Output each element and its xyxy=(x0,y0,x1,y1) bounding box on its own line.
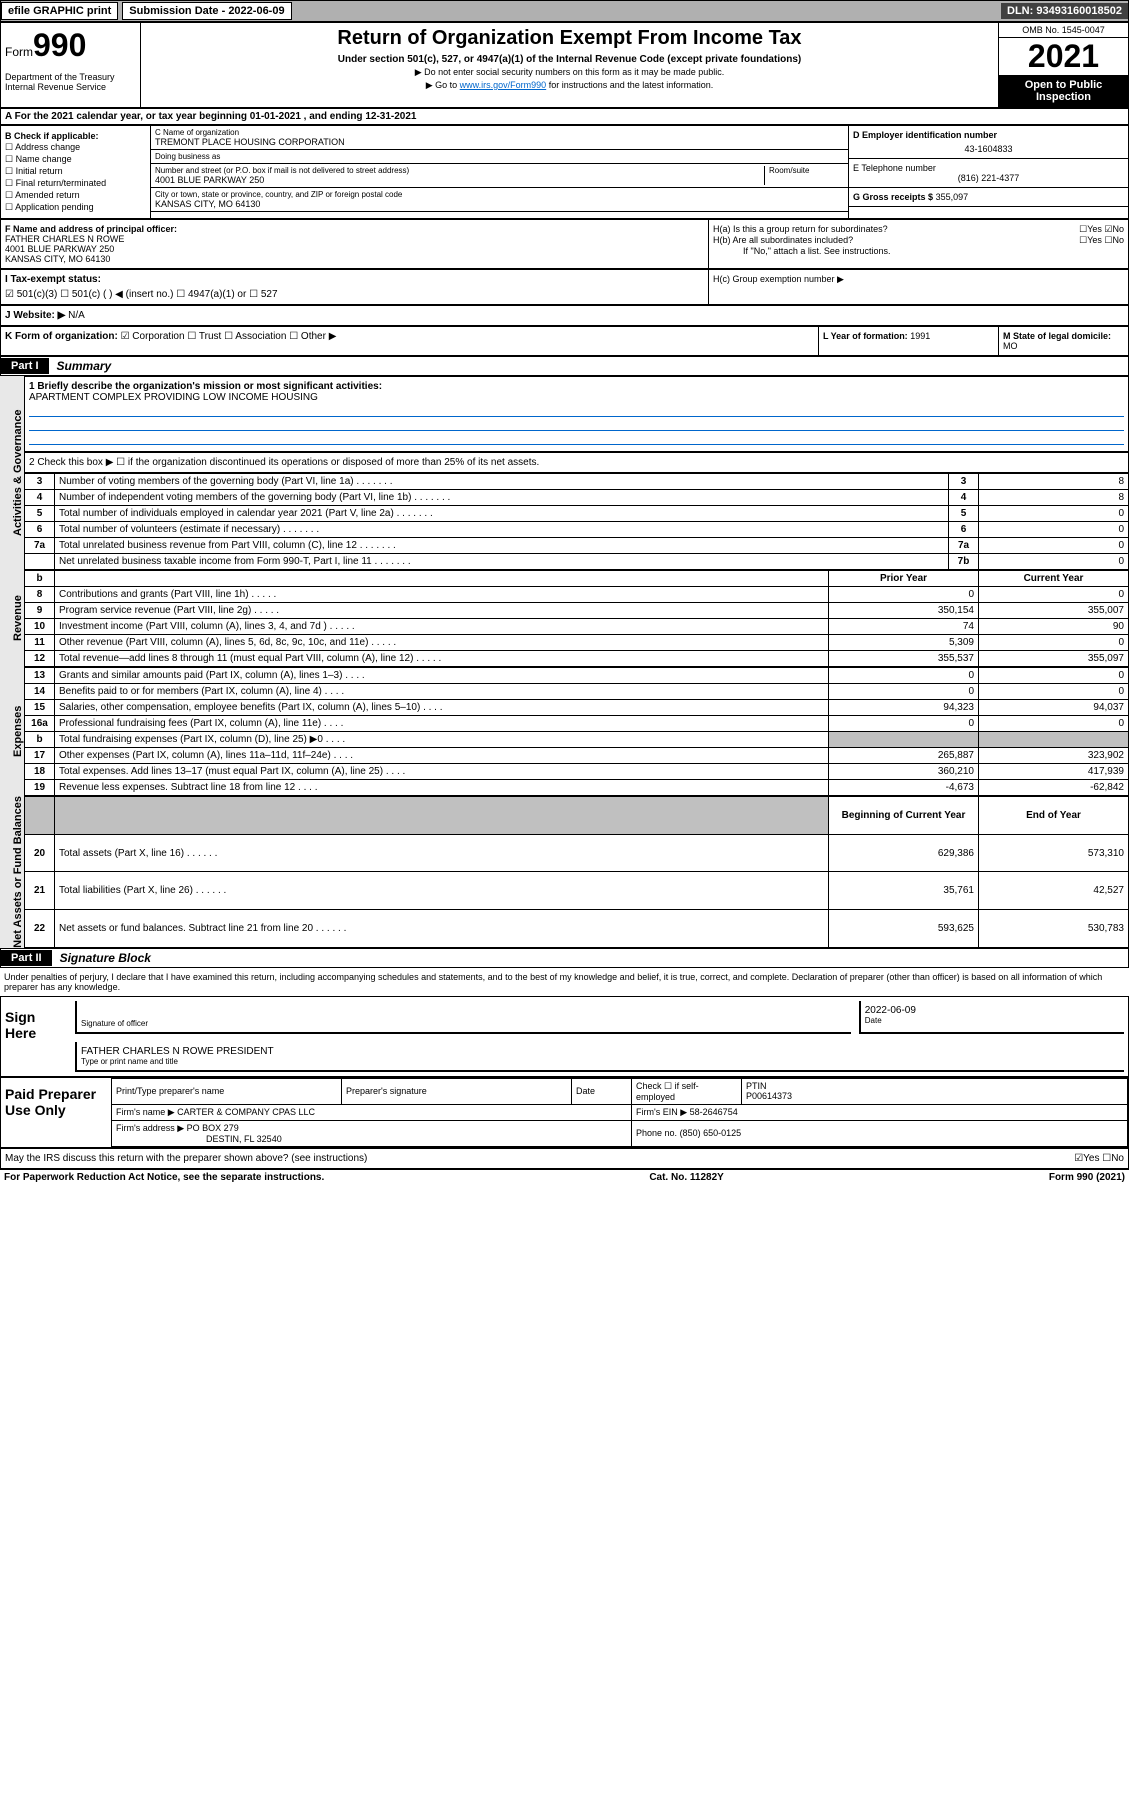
cb-application-pending[interactable]: ☐ Application pending xyxy=(5,202,146,213)
efile-badge[interactable]: efile GRAPHIC print xyxy=(1,2,118,20)
form-prefix: Form xyxy=(5,45,33,59)
dln: DLN: 93493160018502 xyxy=(1001,3,1128,19)
form-header: Form990 Department of the Treasury Inter… xyxy=(0,22,1129,108)
row-f-h: F Name and address of principal officer:… xyxy=(0,219,1129,269)
expenses-table: 13Grants and similar amounts paid (Part … xyxy=(24,667,1129,796)
row-j: J Website: ▶ N/A xyxy=(0,305,1129,326)
net-assets-table: Beginning of Current YearEnd of Year20To… xyxy=(24,796,1129,948)
year-formation: 1991 xyxy=(910,331,930,341)
h-b-answer: ☐Yes ☐No xyxy=(1079,235,1124,246)
part2-header: Part II Signature Block xyxy=(0,948,1129,968)
cb-initial-return[interactable]: ☐ Initial return xyxy=(5,166,146,177)
top-bar: efile GRAPHIC print Submission Date - 20… xyxy=(0,0,1129,22)
phone: (816) 221-4377 xyxy=(853,173,1124,183)
submission-date: Submission Date - 2022-06-09 xyxy=(122,2,291,20)
ptin: P00614373 xyxy=(746,1091,792,1101)
cb-name-change[interactable]: ☐ Name change xyxy=(5,154,146,165)
omb-number: OMB No. 1545-0047 xyxy=(999,23,1128,38)
row-k-l-m: K Form of organization: ☑ Corporation ☐ … xyxy=(0,326,1129,356)
side-revenue: Revenue xyxy=(0,570,24,667)
form-of-org: ☑ Corporation ☐ Trust ☐ Association ☐ Ot… xyxy=(121,331,337,342)
firm-ein: 58-2646754 xyxy=(690,1107,738,1117)
tax-year: 2021 xyxy=(999,38,1128,75)
governance-table: 3Number of voting members of the governi… xyxy=(24,473,1129,570)
form-footer: For Paperwork Reduction Act Notice, see … xyxy=(0,1169,1129,1185)
firm-phone: (850) 650-0125 xyxy=(680,1128,742,1138)
form-title: Return of Organization Exempt From Incom… xyxy=(145,27,994,50)
side-expenses: Expenses xyxy=(0,667,24,796)
form-subtitle: Under section 501(c), 527, or 4947(a)(1)… xyxy=(145,54,994,65)
side-governance: Activities & Governance xyxy=(0,376,24,570)
cb-final-return[interactable]: ☐ Final return/terminated xyxy=(5,178,146,189)
state-domicile: MO xyxy=(1003,341,1124,351)
info-grid: B Check if applicable: ☐ Address change … xyxy=(0,125,1129,219)
officer-name-title: FATHER CHARLES N ROWE PRESIDENT xyxy=(81,1046,1120,1057)
sig-date: 2022-06-09 xyxy=(865,1005,1120,1016)
form-number: 990 xyxy=(33,27,86,63)
org-name: TREMONT PLACE HOUSING CORPORATION xyxy=(155,137,844,147)
dept-label: Department of the Treasury Internal Reve… xyxy=(5,72,136,92)
cb-amended-return[interactable]: ☐ Amended return xyxy=(5,190,146,201)
col-de: D Employer identification number 43-1604… xyxy=(848,126,1128,218)
firm-addr1: PO BOX 279 xyxy=(187,1123,239,1133)
open-public-badge: Open to Public Inspection xyxy=(999,75,1128,107)
col-c-org-info: C Name of organization TREMONT PLACE HOU… xyxy=(151,126,848,218)
form-note2: ▶ Go to www.irs.gov/Form990 for instruct… xyxy=(145,80,994,91)
row-i-h-c: I Tax-exempt status: ☑ 501(c)(3) ☐ 501(c… xyxy=(0,269,1129,305)
form-note1: ▶ Do not enter social security numbers o… xyxy=(145,67,994,78)
street-address: 4001 BLUE PARKWAY 250 xyxy=(155,175,764,185)
side-net-assets: Net Assets or Fund Balances xyxy=(0,796,24,948)
part1-header: Part I Summary xyxy=(0,356,1129,376)
irs-link[interactable]: www.irs.gov/Form990 xyxy=(460,80,547,90)
tax-exempt-status: ☑ 501(c)(3) ☐ 501(c) ( ) ◀ (insert no.) … xyxy=(5,289,704,300)
paid-preparer-block: Paid Preparer Use Only Print/Type prepar… xyxy=(0,1077,1129,1148)
firm-name: CARTER & COMPANY CPAS LLC xyxy=(177,1107,315,1117)
h-a-answer: ☐Yes ☑No xyxy=(1079,224,1124,235)
ein: 43-1604833 xyxy=(853,144,1124,154)
website: N/A xyxy=(68,310,85,321)
discuss-row: May the IRS discuss this return with the… xyxy=(0,1148,1129,1169)
firm-addr2: DESTIN, FL 32540 xyxy=(116,1134,282,1144)
mission: APARTMENT COMPLEX PROVIDING LOW INCOME H… xyxy=(29,392,1124,403)
signature-block: Sign Here Signature of officer 2022-06-0… xyxy=(0,996,1129,1077)
discuss-answer: ☑Yes ☐No xyxy=(1074,1153,1124,1164)
officer-name: FATHER CHARLES N ROWE xyxy=(5,234,704,244)
section-a: A For the 2021 calendar year, or tax yea… xyxy=(0,108,1129,125)
declaration: Under penalties of perjury, I declare th… xyxy=(0,968,1129,996)
cb-address-change[interactable]: ☐ Address change xyxy=(5,142,146,153)
gross-receipts: 355,097 xyxy=(936,192,969,202)
city-state-zip: KANSAS CITY, MO 64130 xyxy=(155,199,844,209)
revenue-table: bPrior YearCurrent Year8Contributions an… xyxy=(24,570,1129,667)
col-b-checkboxes: B Check if applicable: ☐ Address change … xyxy=(1,126,151,218)
